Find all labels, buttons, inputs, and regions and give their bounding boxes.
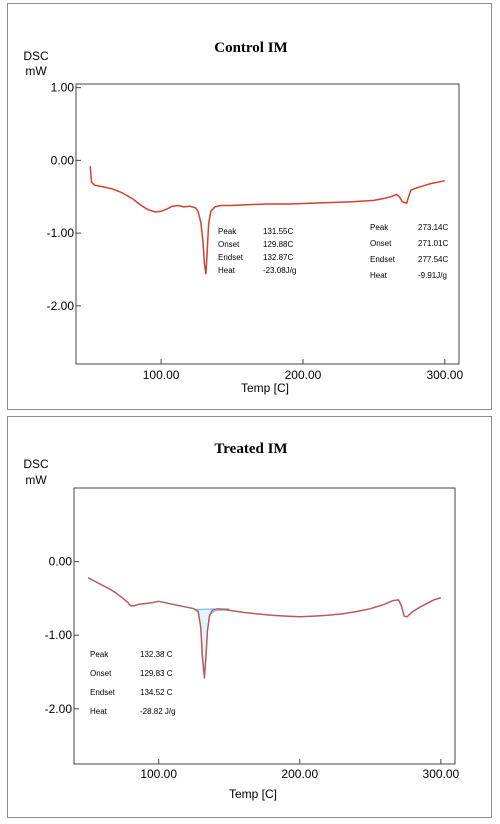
annotation-label: Endset: [90, 688, 116, 697]
annotation-value: 134.52 C: [140, 688, 173, 697]
y-axis-label-line2: mW: [25, 473, 47, 487]
plot-frame: [73, 487, 456, 765]
y-tick-label: -1.00: [45, 628, 73, 642]
y-tick-label: 0.00: [51, 153, 75, 167]
control-im-chart: Control IM DSC mW 1.00 0.00 -1.00 -2.00 100…: [23, 40, 463, 395]
x-tick-labels: 100.00 200.00 300.00: [143, 359, 463, 382]
y-tick-label: 0.00: [49, 555, 73, 569]
y-axis-label-line2: mW: [25, 64, 47, 78]
x-tick-labels: 100.00 200.00 300.00: [140, 759, 460, 781]
y-tick-labels: 0.00 -1.00 -2.00: [45, 555, 79, 716]
annotation-label: Endset: [370, 255, 396, 264]
y-axis-label-line1: DSC: [23, 49, 49, 63]
annotation-value: 273.14C: [418, 223, 448, 232]
dsc-curve: [89, 166, 445, 275]
x-tick-label: 200.00: [281, 767, 318, 781]
annotation-value: 132.38 C: [140, 650, 173, 659]
control-im-panel: Control IM DSC mW 1.00 0.00 -1.00 -2.00 100…: [7, 3, 492, 410]
x-tick-label: 100.00: [143, 368, 180, 382]
x-tick-label: 100.00: [140, 767, 177, 781]
annotation-label: Heat: [218, 266, 236, 275]
annotation-value: 131.55C: [263, 227, 293, 236]
annotation-value: 277.54C: [418, 255, 448, 264]
dsc-curve: [87, 577, 442, 679]
treated-im-panel: Treated IM DSC mW 0.00 -1.00 -2.00 100.00 2…: [7, 416, 492, 818]
annotation-peak-2: Peak 273.14C Onset 271.01C Endset 277.54C Heat…: [370, 223, 448, 280]
x-tick-label: 200.00: [285, 368, 322, 382]
annotation-value: -23.08J/g: [263, 266, 296, 275]
annotation-label: Onset: [370, 239, 392, 248]
y-tick-labels: 1.00 0.00 -1.00 -2.00: [47, 81, 81, 313]
annotation-value: 129.83 C: [140, 669, 173, 678]
annotation-label: Endset: [218, 253, 244, 262]
annotation-value: -28.82 J/g: [140, 707, 176, 716]
y-tick-label: -1.00: [47, 226, 75, 240]
plot-area: [89, 166, 445, 275]
y-tick-label: 1.00: [51, 81, 75, 95]
y-tick-label: -2.00: [47, 299, 75, 313]
chart-title: Treated IM: [214, 441, 287, 457]
x-tick-label: 300.00: [423, 767, 460, 781]
annotation-value: 129.88C: [263, 240, 293, 249]
annotation-value: -9.91J/g: [418, 271, 447, 280]
annotation-peak: Peak 132.38 C Onset 129.83 C Endset 134.52 C H…: [90, 650, 176, 716]
x-axis-label: Temp [C]: [229, 787, 277, 801]
annotation-label: Heat: [370, 271, 388, 280]
annotation-label: Onset: [218, 240, 240, 249]
plot-area: [87, 577, 442, 679]
annotation-peak-1: Peak 131.55C Onset 129.88C Endset 132.87C Heat…: [218, 227, 296, 275]
annotation-label: Onset: [90, 669, 112, 678]
annotation-label: Peak: [90, 650, 109, 659]
chart-title: Control IM: [214, 40, 287, 56]
plot-frame: [75, 83, 460, 365]
peak-area-fill: [195, 608, 230, 676]
y-tick-label: -2.00: [45, 702, 73, 716]
x-tick-label: 300.00: [426, 368, 463, 382]
treated-im-chart: Treated IM DSC mW 0.00 -1.00 -2.00 100.00 2…: [23, 441, 460, 801]
annotation-value: 271.01C: [418, 239, 448, 248]
y-axis-label-line1: DSC: [23, 457, 49, 471]
x-axis-label: Temp [C]: [241, 381, 289, 395]
annotation-label: Heat: [90, 707, 108, 716]
annotation-label: Peak: [370, 223, 389, 232]
annotation-value: 132.87C: [263, 253, 293, 262]
annotation-label: Peak: [218, 227, 237, 236]
